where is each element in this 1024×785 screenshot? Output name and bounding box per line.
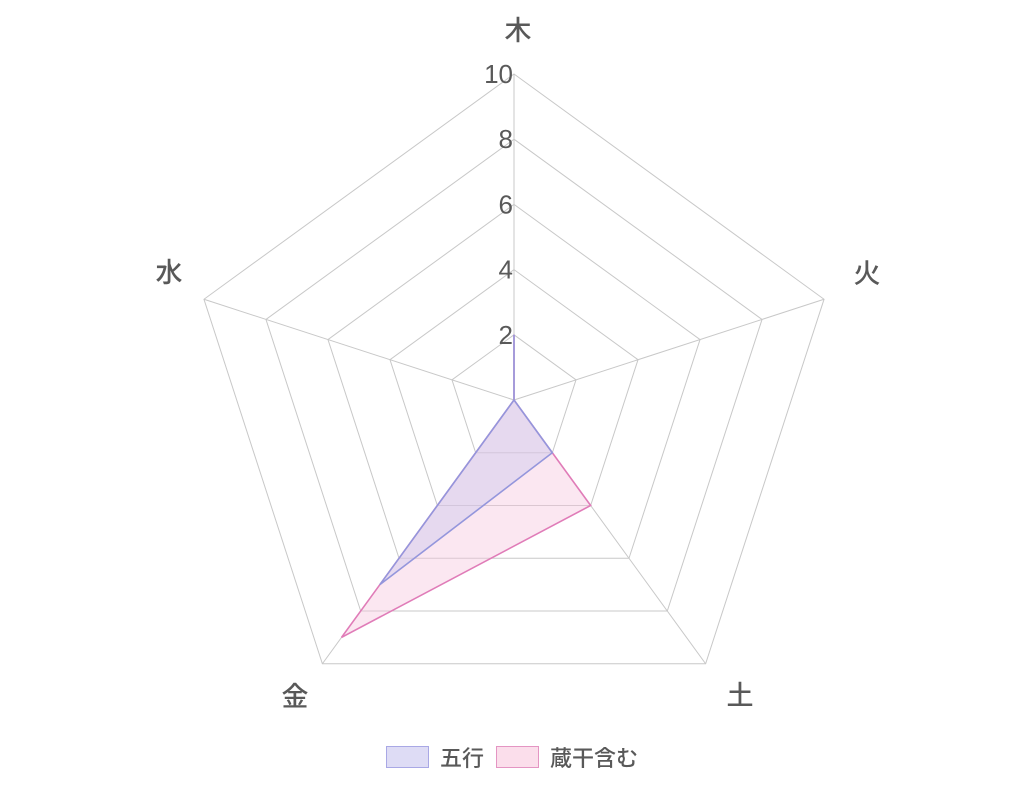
svg-text:6: 6 bbox=[499, 189, 513, 219]
svg-text:土: 土 bbox=[727, 674, 754, 713]
svg-text:2: 2 bbox=[499, 320, 513, 350]
svg-text:金: 金 bbox=[282, 675, 309, 714]
svg-text:8: 8 bbox=[499, 124, 513, 154]
svg-text:水: 水 bbox=[156, 251, 183, 290]
svg-text:10: 10 bbox=[484, 59, 513, 89]
svg-text:4: 4 bbox=[499, 255, 513, 285]
svg-text:火: 火 bbox=[854, 252, 881, 291]
svg-text:木: 木 bbox=[505, 9, 532, 48]
